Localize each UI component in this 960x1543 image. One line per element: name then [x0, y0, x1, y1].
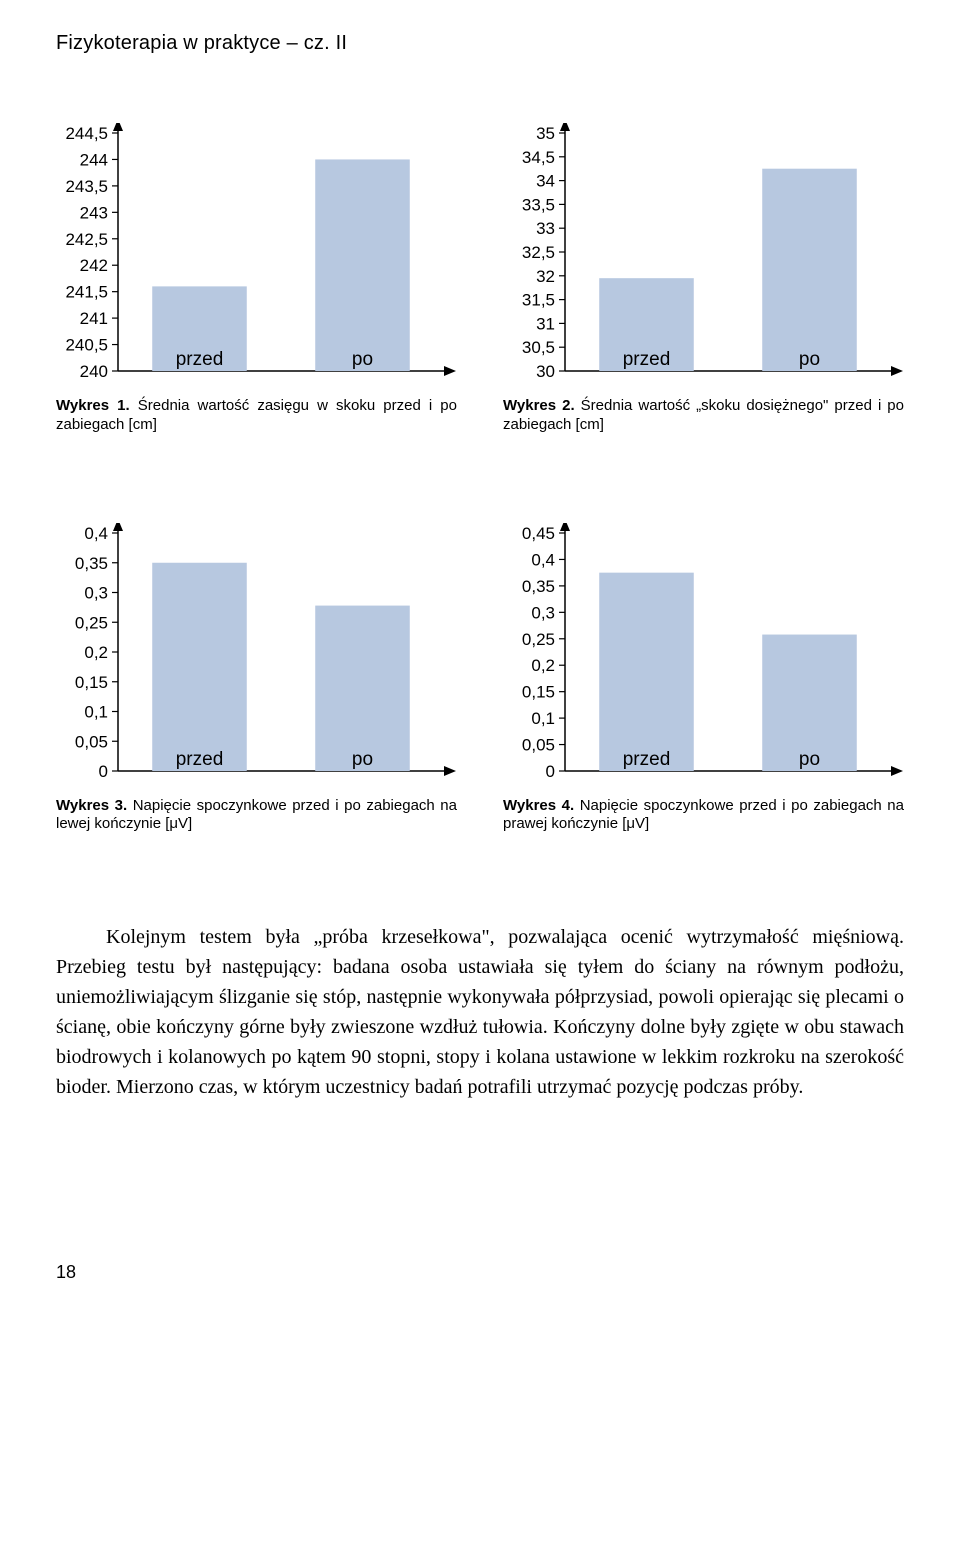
svg-text:0,3: 0,3 — [84, 583, 108, 602]
svg-text:240: 240 — [80, 362, 108, 381]
svg-text:0,35: 0,35 — [75, 553, 108, 572]
chart-4-cell: 0 0,05 0,1 0,15 0,2 0,25 0,3 0,35 0,4 0,45 przed po… — [503, 523, 904, 835]
svg-text:0,1: 0,1 — [531, 709, 555, 728]
svg-text:po: po — [352, 749, 373, 770]
svg-text:0,4: 0,4 — [531, 550, 555, 569]
chart-3-caption-lead: Wykres 3. — [56, 797, 127, 814]
chart-2-caption: Wykres 2. Średnia wartość „skoku dosiężn… — [503, 397, 904, 435]
chart-3-caption: Wykres 3. Napięcie spoczynkowe przed i p… — [56, 797, 457, 835]
svg-text:0,05: 0,05 — [522, 735, 555, 754]
page-header: Fizykoterapia w praktyce – cz. II — [56, 32, 904, 55]
svg-text:242,5: 242,5 — [65, 230, 108, 249]
chart-4-caption-lead: Wykres 4. — [503, 797, 574, 814]
svg-text:0,15: 0,15 — [75, 672, 108, 691]
svg-text:0,15: 0,15 — [522, 682, 555, 701]
chart-4-caption: Wykres 4. Napięcie spoczynkowe przed i p… — [503, 797, 904, 835]
svg-text:po: po — [352, 349, 373, 370]
chart-4: 0 0,05 0,1 0,15 0,2 0,25 0,3 0,35 0,4 0,45 przed po — [503, 523, 903, 793]
svg-text:0: 0 — [99, 762, 108, 781]
svg-text:0: 0 — [546, 762, 555, 781]
svg-text:przed: przed — [176, 749, 224, 770]
chart-2-caption-lead: Wykres 2. — [503, 397, 575, 414]
svg-text:243: 243 — [80, 203, 108, 222]
chart-2-cell: 3030,53131,53232,53333,53434,535przedpo … — [503, 123, 904, 435]
chart-1-caption: Wykres 1. Średnia wartość zasięgu w skok… — [56, 397, 457, 435]
svg-text:0,45: 0,45 — [522, 524, 555, 543]
svg-text:przed: przed — [623, 349, 671, 370]
svg-text:30: 30 — [536, 362, 555, 381]
chart-row-2: 0 0,05 0,1 0,15 0,2 0,25 0,3 0,35 0,4 przed po Wyk… — [56, 523, 904, 835]
page-number: 18 — [56, 1262, 904, 1283]
svg-text:31,5: 31,5 — [522, 291, 555, 310]
svg-text:30,5: 30,5 — [522, 338, 555, 357]
svg-text:po: po — [799, 749, 820, 770]
chart-3: 0 0,05 0,1 0,15 0,2 0,25 0,3 0,35 0,4 przed po — [56, 523, 456, 793]
svg-text:31: 31 — [536, 314, 555, 333]
svg-text:241,5: 241,5 — [65, 283, 108, 302]
svg-text:34,5: 34,5 — [522, 148, 555, 167]
chart-3-cell: 0 0,05 0,1 0,15 0,2 0,25 0,3 0,35 0,4 przed po Wyk… — [56, 523, 457, 835]
svg-text:0,4: 0,4 — [84, 524, 108, 543]
svg-text:0,2: 0,2 — [531, 656, 555, 675]
body-paragraph-text: Kolejnym testem była „próba krzesełkowa"… — [56, 922, 904, 1102]
svg-text:244: 244 — [80, 150, 108, 169]
svg-text:35: 35 — [536, 124, 555, 143]
svg-text:0,25: 0,25 — [75, 613, 108, 632]
chart-1-cell: 240 240,5 241 241,5 242 242,5 243 243,5 244 244,5… — [56, 123, 457, 435]
svg-text:0,05: 0,05 — [75, 732, 108, 751]
chart-1-caption-lead: Wykres 1. — [56, 397, 130, 414]
svg-text:34: 34 — [536, 172, 555, 191]
svg-text:0,25: 0,25 — [522, 629, 555, 648]
svg-text:32,5: 32,5 — [522, 243, 555, 262]
body-paragraph: Kolejnym testem była „próba krzesełkowa"… — [56, 922, 904, 1102]
svg-text:240,5: 240,5 — [65, 336, 108, 355]
svg-text:33: 33 — [536, 219, 555, 238]
svg-text:244,5: 244,5 — [65, 124, 108, 143]
svg-text:33,5: 33,5 — [522, 195, 555, 214]
svg-text:242: 242 — [80, 256, 108, 275]
svg-text:0,3: 0,3 — [531, 603, 555, 622]
chart-2: 30 30,5 31 31,5 32 32,5 33 33,5 34 34,5 35 przed po — [503, 123, 903, 393]
svg-text:0,1: 0,1 — [84, 702, 108, 721]
svg-text:0,35: 0,35 — [522, 576, 555, 595]
svg-text:0,2: 0,2 — [84, 643, 108, 662]
svg-text:32: 32 — [536, 267, 555, 286]
svg-text:241: 241 — [80, 309, 108, 328]
chart-row-1: 240 240,5 241 241,5 242 242,5 243 243,5 244 244,5… — [56, 123, 904, 435]
chart-1: 240 240,5 241 241,5 242 242,5 243 243,5 244 244,5… — [56, 123, 456, 393]
svg-text:przed: przed — [623, 749, 671, 770]
svg-text:243,5: 243,5 — [65, 177, 108, 196]
svg-text:przed: przed — [176, 349, 224, 370]
svg-text:po: po — [799, 349, 820, 370]
